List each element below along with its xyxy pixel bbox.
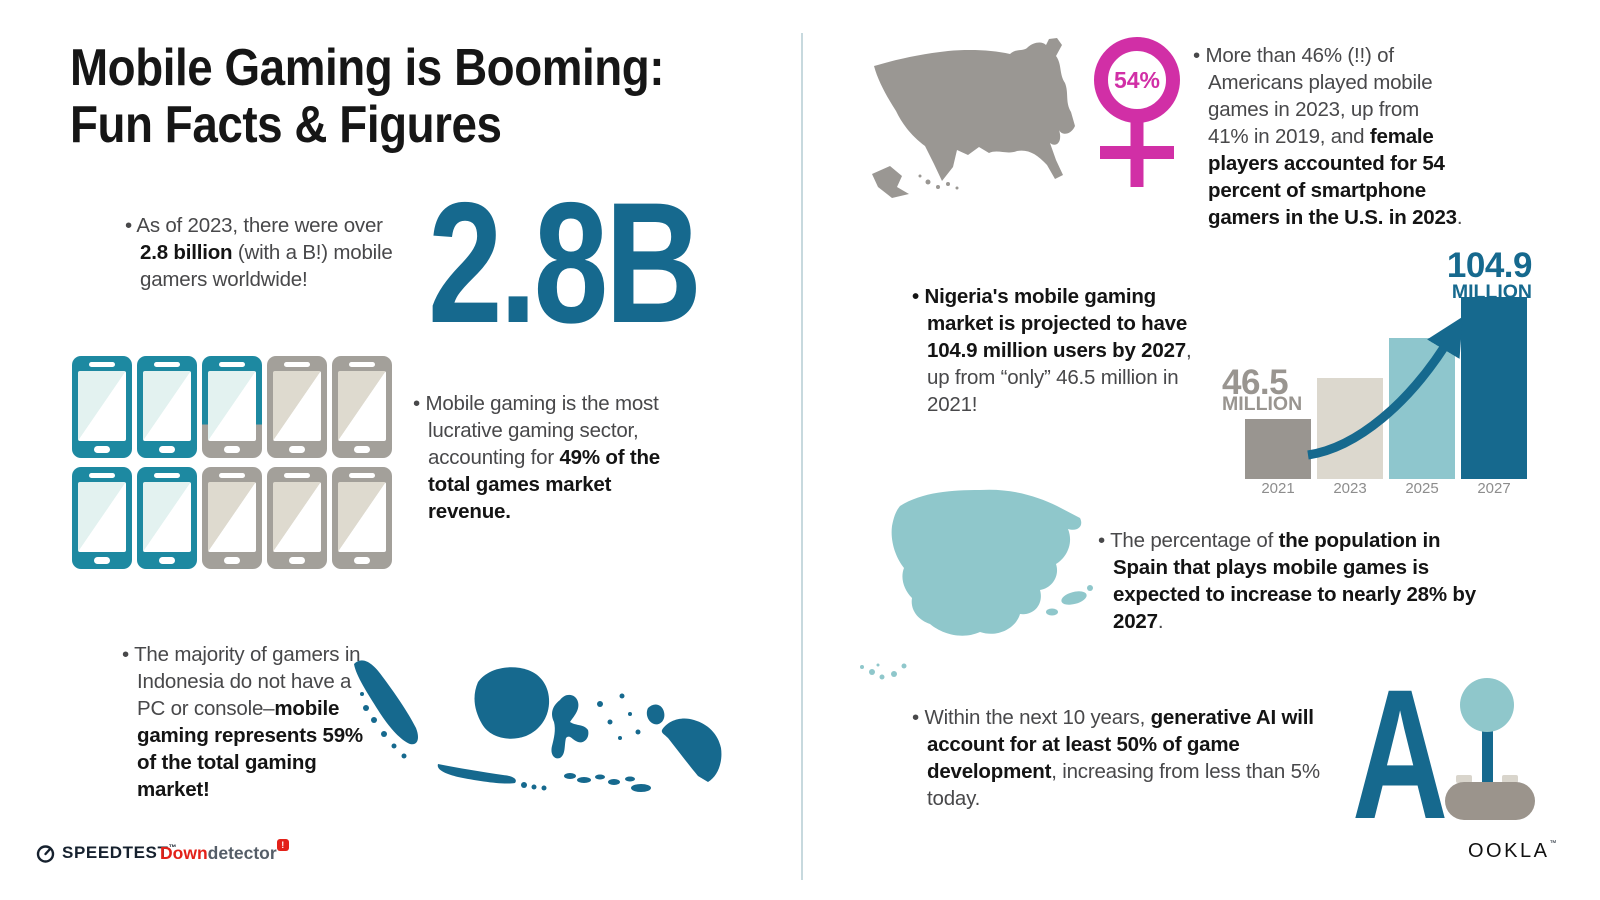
phone-screen	[338, 482, 386, 552]
joystick-button-right	[1502, 775, 1518, 783]
downdetector-logo: Downdetector!	[160, 839, 289, 864]
phone-icon-gray	[267, 467, 327, 569]
phone-speaker	[284, 362, 310, 367]
big-stat-2-8b: 2.8B	[428, 167, 702, 359]
phone-home	[159, 557, 175, 564]
chart-annotation-46-5-unit: MILLION	[1222, 393, 1303, 415]
chart-bar-2021	[1245, 419, 1311, 479]
speedtest-logo: SPEEDTEST™	[36, 843, 177, 863]
fact-nigeria: • Nigeria's mobile gaming market is proj…	[912, 285, 1192, 417]
page-title: Mobile Gaming is Booming: Fun Facts & Fi…	[70, 39, 665, 155]
phone-icon-split	[202, 356, 262, 458]
phone-home	[224, 557, 240, 564]
phone-icon-teal	[72, 356, 132, 458]
phone-screen	[338, 371, 386, 441]
chart-xlabel-2023: 2023	[1333, 480, 1367, 497]
phone-icon-teal	[72, 467, 132, 569]
downdetector-label-down: Down	[160, 843, 208, 863]
phone-icon-gray	[332, 356, 392, 458]
chart-bar-2023	[1317, 378, 1383, 479]
phone-home	[289, 557, 305, 564]
ookla-trademark: ™	[1549, 840, 1559, 847]
title-line-1: Mobile Gaming is Booming:	[70, 39, 665, 97]
phone-home	[159, 446, 175, 453]
chart-bar-2027	[1461, 297, 1527, 479]
female-badge-value: 54%	[1114, 67, 1160, 93]
phone-home	[224, 446, 240, 453]
chart-xlabel-2025: 2025	[1405, 480, 1439, 497]
phone-icon-teal	[137, 467, 197, 569]
phone-speaker	[89, 473, 115, 478]
phone-screen	[143, 482, 191, 552]
phone-speaker	[219, 362, 245, 367]
indonesia-map	[354, 660, 722, 792]
phone-speaker	[349, 473, 375, 478]
ookla-logo: OOKLA™	[1468, 840, 1559, 862]
chart-annotation-46-5-value: 46.5	[1222, 363, 1289, 402]
us-map	[872, 38, 1075, 198]
chart-axis: 2021 2023 2025 2027	[1245, 480, 1527, 497]
chart-xlabel-2027: 2027	[1477, 480, 1511, 497]
fact-ai: • Within the next 10 years, generative A…	[912, 706, 1320, 811]
downdetector-label-detector: detector	[207, 843, 277, 863]
phone-speaker	[154, 362, 180, 367]
fact-us: • More than 46% (!!) of Americans played…	[1193, 44, 1463, 230]
speedtest-trademark: ™	[168, 843, 178, 852]
chart-annotation-104-9-unit: MILLION	[1451, 281, 1532, 303]
phone-speaker	[219, 473, 245, 478]
joystick-base	[1445, 782, 1535, 820]
joystick-stick	[1482, 728, 1493, 786]
phone-icon-gray	[332, 467, 392, 569]
phone-icon-gray	[267, 356, 327, 458]
fact-gamers: • As of 2023, there were over 2.8 billio…	[125, 214, 393, 292]
ai-letter-a: A	[1352, 651, 1449, 858]
phone-home	[354, 446, 370, 453]
joystick-button-left	[1456, 775, 1472, 783]
speedtest-gauge-icon	[36, 844, 55, 863]
phone-screen	[143, 371, 191, 441]
phone-speaker	[349, 362, 375, 367]
fact-revenue: • Mobile gaming is the most lucrative ga…	[413, 392, 661, 524]
phone-speaker	[89, 362, 115, 367]
phone-screen	[273, 371, 321, 441]
phone-screen	[208, 371, 256, 441]
phone-screen	[78, 371, 126, 441]
phone-home	[94, 557, 110, 564]
fact-spain: • The percentage of the population in Sp…	[1098, 529, 1476, 634]
nigeria-users-chart: 2021 2023 2025 2027 46.5 MILLION 104.9 MILL…	[1215, 245, 1537, 497]
phone-icon-teal	[137, 356, 197, 458]
title-line-2: Fun Facts & Figures	[70, 96, 502, 155]
phone-speaker	[284, 473, 310, 478]
spain-map	[860, 489, 1093, 680]
fact-indonesia: • The majority of gamers in Indonesia do…	[122, 643, 363, 802]
phones-grid	[72, 356, 402, 569]
speedtest-label: SPEEDTEST™	[62, 843, 178, 862]
phone-home	[94, 446, 110, 453]
chart-annotation-104-9-value: 104.9	[1446, 246, 1533, 285]
ai-graphic: A	[1338, 651, 1570, 858]
phone-icon-gray	[202, 467, 262, 569]
phone-home	[289, 446, 305, 453]
joystick-ball	[1460, 678, 1514, 732]
chart-xlabel-2021: 2021	[1261, 480, 1295, 497]
chart-bar-2025	[1389, 338, 1455, 479]
phone-screen	[208, 482, 256, 552]
phone-speaker	[154, 473, 180, 478]
phone-screen	[273, 482, 321, 552]
center-divider	[801, 33, 803, 880]
phone-screen	[78, 482, 126, 552]
downdetector-alert-icon: !	[276, 839, 289, 851]
phone-home	[354, 557, 370, 564]
female-symbol: 54%	[1094, 37, 1180, 187]
